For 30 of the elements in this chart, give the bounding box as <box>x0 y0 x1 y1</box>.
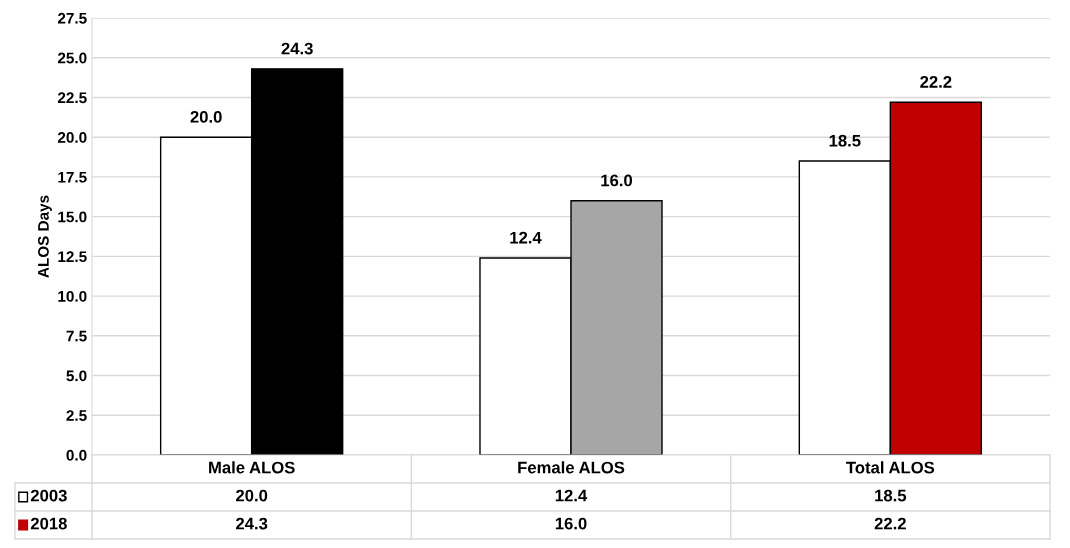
data-label: 12.4 <box>555 489 588 502</box>
y-tick-label: 10.0 <box>58 290 87 302</box>
x-tick-label: Total ALOS <box>846 461 935 474</box>
x-tick-label: Male ALOS <box>209 461 295 474</box>
y-tick-label: 17.5 <box>58 171 87 183</box>
y-tick-label: 25.0 <box>57 52 87 64</box>
text: 18.5 <box>829 134 861 147</box>
y-tick-label: 22.5 <box>57 92 87 104</box>
y-tick-label: 2.5 <box>66 410 87 421</box>
data-label: 20.0 <box>236 489 268 502</box>
text: 24.3 <box>281 42 313 55</box>
text: 16.0 <box>601 174 633 187</box>
data-label: 18.5 <box>875 489 907 502</box>
data-label: 22.2 <box>874 517 906 530</box>
legend-label: 2018 <box>30 517 67 530</box>
y-tick-label: 7.5 <box>66 330 87 342</box>
y-tick-label: 5.0 <box>66 370 87 382</box>
y-tick-label: 0.0 <box>66 449 87 461</box>
data-label: 16.0 <box>555 517 587 530</box>
text: 20.0 <box>190 110 222 123</box>
y-tick-label: 20.0 <box>57 132 87 143</box>
y-tick-label: 27.5 <box>57 12 87 24</box>
y-tick-label: 12.5 <box>58 251 87 263</box>
y-axis-title: ALOS Days <box>38 195 52 278</box>
text: 22.2 <box>920 76 952 88</box>
x-tick-label: Female ALOS <box>518 461 625 474</box>
data-label: 24.3 <box>236 517 268 530</box>
legend-label: 2003 <box>30 489 67 502</box>
y-tick-label: 15.0 <box>58 211 87 223</box>
text: 12.4 <box>510 231 542 244</box>
